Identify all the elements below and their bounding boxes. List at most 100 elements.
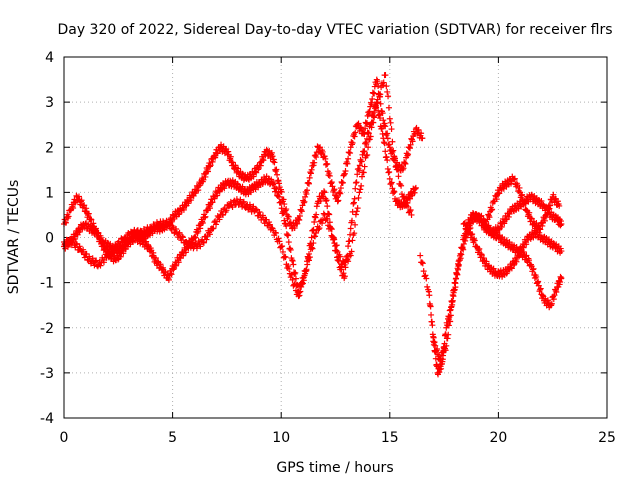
data-point-track-A: [257, 162, 264, 169]
data-point-track-B: [353, 179, 360, 186]
data-point-track-D: [424, 283, 431, 290]
data-point-track-C: [113, 245, 120, 252]
data-point-track-C: [134, 227, 141, 234]
data-point-track-C: [383, 83, 390, 90]
data-point-track-C: [286, 265, 293, 272]
data-point-track-G: [543, 211, 550, 218]
data-point-track-B: [218, 186, 225, 193]
data-point-track-C: [348, 248, 355, 255]
data-point-track-A: [311, 152, 318, 159]
data-point-track-A: [301, 198, 308, 205]
data-point-track-B: [160, 264, 167, 271]
data-point-track-C: [292, 281, 299, 288]
data-point-track-A: [328, 180, 335, 187]
data-point-track-C: [382, 72, 389, 79]
data-point-track-B: [350, 200, 357, 207]
data-point-track-E: [431, 339, 438, 346]
data-point-track-B: [352, 179, 359, 186]
data-point-track-G: [496, 190, 503, 197]
data-point-track-C: [206, 231, 213, 238]
data-point-track-A: [234, 165, 241, 172]
data-point-track-B: [99, 239, 106, 246]
data-point-track-A: [300, 199, 307, 206]
data-point-track-A: [263, 146, 270, 153]
data-point-track-B: [411, 189, 418, 196]
data-point-track-F: [478, 251, 485, 258]
data-point-track-G: [546, 205, 553, 212]
data-point-track-A: [328, 179, 335, 186]
data-point-track-A: [104, 239, 111, 246]
data-point-track-C: [275, 235, 282, 242]
data-point-track-C: [319, 220, 326, 227]
data-point-track-B: [352, 185, 359, 192]
data-point-track-B: [324, 203, 331, 210]
data-point-track-C: [110, 249, 117, 256]
data-point-track-B: [152, 255, 159, 262]
data-point-track-B: [365, 130, 372, 137]
data-point-track-C: [213, 221, 220, 228]
data-point-track-B: [197, 225, 204, 232]
data-point-track-F: [516, 253, 523, 260]
data-point-track-B: [97, 235, 104, 242]
data-point-track-F: [465, 228, 472, 235]
y-tick-label: 4: [45, 50, 54, 66]
data-point-track-F: [510, 262, 517, 269]
data-point-track-B: [206, 205, 213, 212]
data-point-track-B: [154, 258, 161, 265]
data-point-track-C: [200, 239, 207, 246]
data-point-track-A: [330, 187, 337, 194]
data-point-track-B: [375, 107, 382, 114]
data-point-track-B: [349, 217, 356, 224]
data-point-track-B: [371, 109, 378, 116]
data-point-track-E: [557, 279, 564, 286]
data-point-track-B: [277, 198, 284, 205]
x-tick-label: 10: [272, 430, 290, 446]
data-point-track-B: [175, 259, 182, 266]
data-point-track-A: [308, 166, 315, 173]
data-point-track-C: [216, 216, 223, 223]
data-point-track-A: [185, 200, 192, 207]
data-point-track-A: [85, 210, 92, 217]
data-point-track-C: [374, 96, 381, 103]
data-point-track-G: [493, 196, 500, 203]
data-point-track-A: [322, 155, 329, 162]
data-point-track-E: [432, 342, 439, 349]
data-point-track-B: [290, 261, 297, 268]
data-point-track-C: [327, 225, 334, 232]
data-point-track-C: [354, 205, 361, 212]
data-point-track-B: [313, 203, 320, 210]
x-tick-label: 0: [60, 430, 69, 446]
data-point-track-A: [331, 186, 338, 193]
data-point-track-E: [461, 234, 468, 241]
data-point-track-A: [180, 206, 187, 213]
data-point-track-A: [381, 120, 388, 127]
data-point-track-C: [309, 245, 316, 252]
data-point-track-A: [303, 191, 310, 198]
data-point-track-F: [550, 240, 557, 247]
data-point-track-C: [285, 262, 292, 269]
data-point-track-E: [437, 357, 444, 364]
data-point-track-G: [519, 191, 526, 198]
data-point-track-E: [440, 352, 447, 359]
data-point-track-D: [423, 275, 430, 282]
data-point-track-B: [350, 199, 357, 206]
data-point-track-B: [340, 270, 347, 277]
data-point-track-C: [70, 236, 77, 243]
data-point-track-C: [312, 233, 319, 240]
data-point-track-B: [221, 185, 228, 192]
data-point-track-A: [88, 216, 95, 223]
data-point-track-C: [240, 198, 247, 205]
data-point-track-B: [168, 271, 175, 278]
data-point-track-C: [186, 237, 193, 244]
data-point-track-B: [165, 276, 172, 283]
data-point-track-F: [475, 247, 482, 254]
data-point-track-E: [530, 265, 537, 272]
data-point-track-B: [292, 275, 299, 282]
data-point-track-B: [378, 125, 385, 132]
data-point-track-F: [517, 248, 524, 255]
data-point-track-A: [333, 193, 340, 200]
data-point-track-C: [394, 166, 401, 173]
data-point-track-A: [374, 78, 381, 85]
data-point-track-B: [276, 193, 283, 200]
